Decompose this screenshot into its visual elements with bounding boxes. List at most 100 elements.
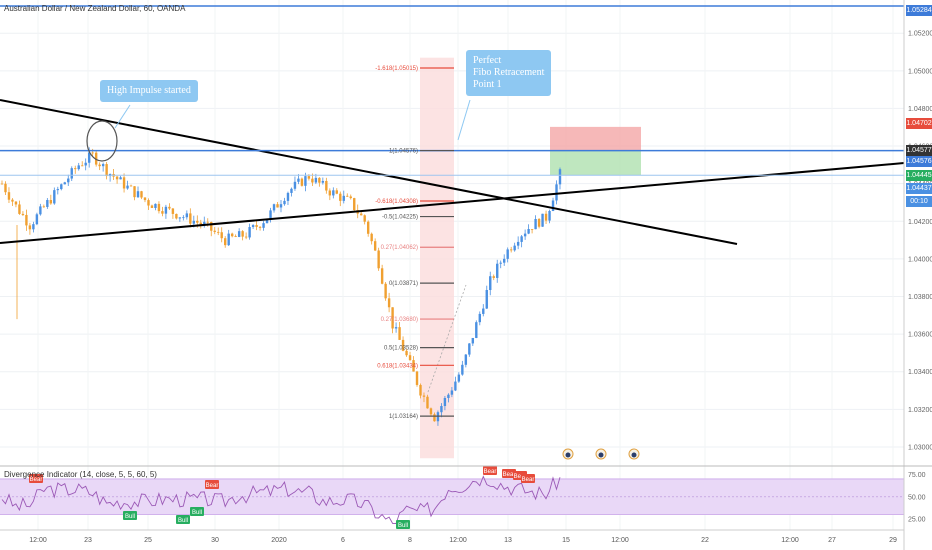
- candle-body: [430, 408, 432, 414]
- candle-body: [332, 190, 334, 195]
- candle-body: [196, 221, 198, 223]
- candle-body: [517, 242, 519, 246]
- candle-body: [409, 355, 411, 360]
- candle-body: [25, 215, 27, 225]
- note-fibo[interactable]: Perfect Fibo Retracement Point 1: [466, 50, 551, 96]
- candle-body: [29, 225, 31, 229]
- price-tag: 1.05284: [906, 5, 932, 16]
- candle-body: [53, 190, 55, 203]
- candle-body: [186, 213, 188, 217]
- event-icon-dot: [632, 453, 637, 458]
- candle-body: [43, 206, 45, 207]
- candle-body: [343, 196, 345, 201]
- candle-body: [74, 168, 76, 169]
- price-tick-label: 1.04800: [908, 106, 932, 113]
- candle-body: [22, 214, 24, 215]
- candle-body: [102, 164, 104, 166]
- candle-body: [4, 184, 6, 192]
- candle-body: [440, 406, 442, 412]
- candle-body: [182, 217, 184, 218]
- candle-body: [147, 200, 149, 205]
- candle-body: [224, 238, 226, 245]
- candle-body: [280, 204, 282, 207]
- candle-body: [493, 276, 495, 278]
- candle-body: [8, 192, 10, 200]
- candle-body: [423, 396, 425, 397]
- time-tick-label: 2020: [271, 537, 287, 544]
- fib-zone: [420, 58, 454, 459]
- price-tick-label: 1.05000: [908, 68, 932, 75]
- signal-label: Bull: [125, 514, 135, 520]
- candle-body: [315, 178, 317, 183]
- candle-body: [154, 204, 156, 208]
- fib-label: 1(1.03164): [389, 414, 418, 420]
- candle-body: [248, 227, 250, 237]
- candle-body: [78, 165, 80, 169]
- fib-label: 0.27(1.04062): [381, 245, 418, 251]
- fib-label: -0.618(1.04308): [375, 199, 418, 205]
- candle-body: [283, 201, 285, 204]
- time-tick-label: 8: [408, 537, 412, 544]
- candle-body: [175, 214, 177, 219]
- fib-label: 1(1.04576): [389, 149, 418, 155]
- candle-body: [67, 179, 69, 183]
- fib-label: -1.618(1.05015): [375, 66, 418, 72]
- candle-body: [32, 224, 34, 229]
- candle-body: [458, 375, 460, 382]
- candle-body: [259, 227, 261, 228]
- candle-body: [346, 196, 348, 197]
- rsi-tick-label: 50.00: [908, 494, 926, 501]
- price-tag: 1.04437: [906, 183, 932, 194]
- signal-label: Bull: [398, 523, 408, 529]
- candle-body: [534, 219, 536, 229]
- candle-body: [416, 372, 418, 385]
- candle-body: [231, 234, 233, 237]
- candle-body: [479, 314, 481, 322]
- note-impulse[interactable]: High Impulse started: [100, 80, 198, 102]
- signal-label: Bull: [192, 510, 202, 516]
- time-tick-label: 29: [889, 537, 897, 544]
- candle-body: [234, 236, 236, 237]
- stop-loss-zone: [550, 127, 641, 151]
- candle-body: [36, 214, 38, 224]
- candle-body: [381, 268, 383, 283]
- candle-body: [527, 229, 529, 234]
- candle-body: [207, 222, 209, 223]
- candle-body: [46, 200, 48, 207]
- candle-body: [426, 397, 428, 409]
- candle-body: [475, 322, 477, 338]
- candle-body: [168, 207, 170, 209]
- candle-body: [350, 196, 352, 198]
- candle-body: [1, 184, 3, 185]
- candle-body: [451, 390, 453, 394]
- candle-body: [301, 179, 303, 186]
- candle-body: [496, 264, 498, 278]
- candle-body: [81, 165, 83, 166]
- time-tick-label: 27: [828, 537, 836, 544]
- candle-body: [119, 177, 121, 179]
- candle-body: [245, 237, 247, 238]
- candle-body: [287, 193, 289, 201]
- candle-body: [395, 327, 397, 328]
- candle-body: [367, 222, 369, 234]
- rsi-tick-label: 25.00: [908, 517, 926, 524]
- candle-body: [472, 338, 474, 343]
- candle-body: [384, 284, 386, 299]
- candle-body: [500, 263, 502, 264]
- event-icon-dot: [599, 453, 604, 458]
- candle-body: [325, 181, 327, 191]
- fib-label: 0.27(1.03680): [381, 317, 418, 323]
- candle-body: [486, 290, 488, 309]
- candle-body: [15, 202, 17, 205]
- candle-body: [241, 231, 243, 236]
- candle-body: [238, 231, 240, 237]
- candle-body: [454, 382, 456, 391]
- time-tick-label: 12:00: [449, 537, 467, 544]
- event-icon-dot: [566, 453, 571, 458]
- candle-body: [468, 343, 470, 354]
- candle-body: [360, 214, 362, 216]
- candle-body: [276, 204, 278, 207]
- candle-body: [513, 246, 515, 251]
- candle-body: [329, 191, 331, 196]
- candle-body: [39, 206, 41, 214]
